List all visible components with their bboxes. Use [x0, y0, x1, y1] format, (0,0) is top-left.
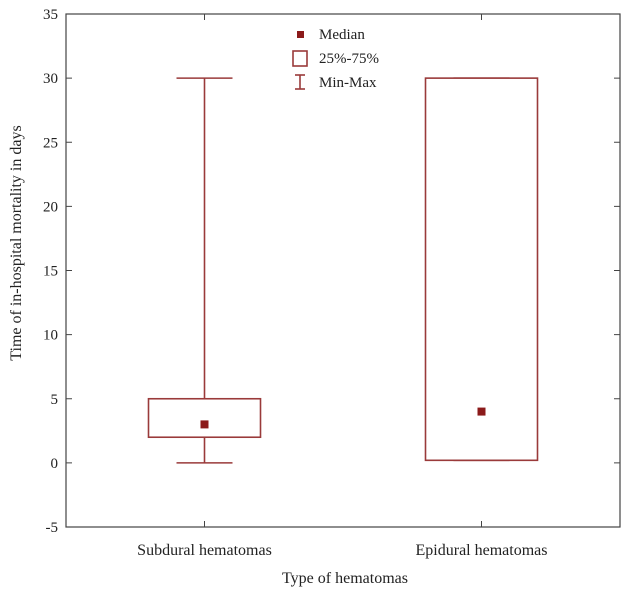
box-epidural	[424, 77, 539, 462]
y-tick-label: -5	[46, 520, 59, 536]
median-marker	[477, 407, 486, 416]
y-tick-label: 35	[43, 7, 58, 23]
legend-item: 25%-75%	[292, 50, 379, 67]
x-category-label: Subdural hematomas	[137, 542, 272, 559]
legend-label: Median	[319, 27, 365, 43]
y-tick-label: 20	[43, 199, 58, 215]
y-tick-label: 25	[43, 135, 58, 151]
legend-median-symbol	[297, 31, 304, 38]
y-tick-label: 5	[51, 392, 59, 408]
legend-box-symbol	[292, 50, 308, 67]
legend-item: Median	[297, 27, 365, 43]
box-iqr	[147, 397, 262, 439]
y-axis-title: Time of in-hospital mortality in days	[8, 125, 25, 360]
y-tick-label: 0	[51, 456, 59, 472]
x-axis-title: Type of hematomas	[282, 570, 408, 587]
y-tick-label: 15	[43, 264, 58, 280]
legend-label: 25%-75%	[319, 51, 379, 67]
x-axis: Subdural hematomas Epidural hematomas	[137, 14, 547, 559]
legend-item: Min-Max	[295, 74, 377, 91]
median-marker	[200, 420, 209, 429]
box-subdural	[147, 77, 262, 464]
boxes	[147, 77, 539, 464]
box-iqr	[424, 77, 539, 462]
y-tick-label: 10	[43, 328, 58, 344]
legend: Median 25%-75% Min-Max	[292, 27, 379, 91]
y-axis: -5 0 5 10 15 20 25 30 35	[43, 7, 620, 536]
legend-label: Min-Max	[319, 75, 377, 91]
x-category-label: Epidural hematomas	[416, 542, 548, 559]
y-tick-label: 30	[43, 71, 58, 87]
